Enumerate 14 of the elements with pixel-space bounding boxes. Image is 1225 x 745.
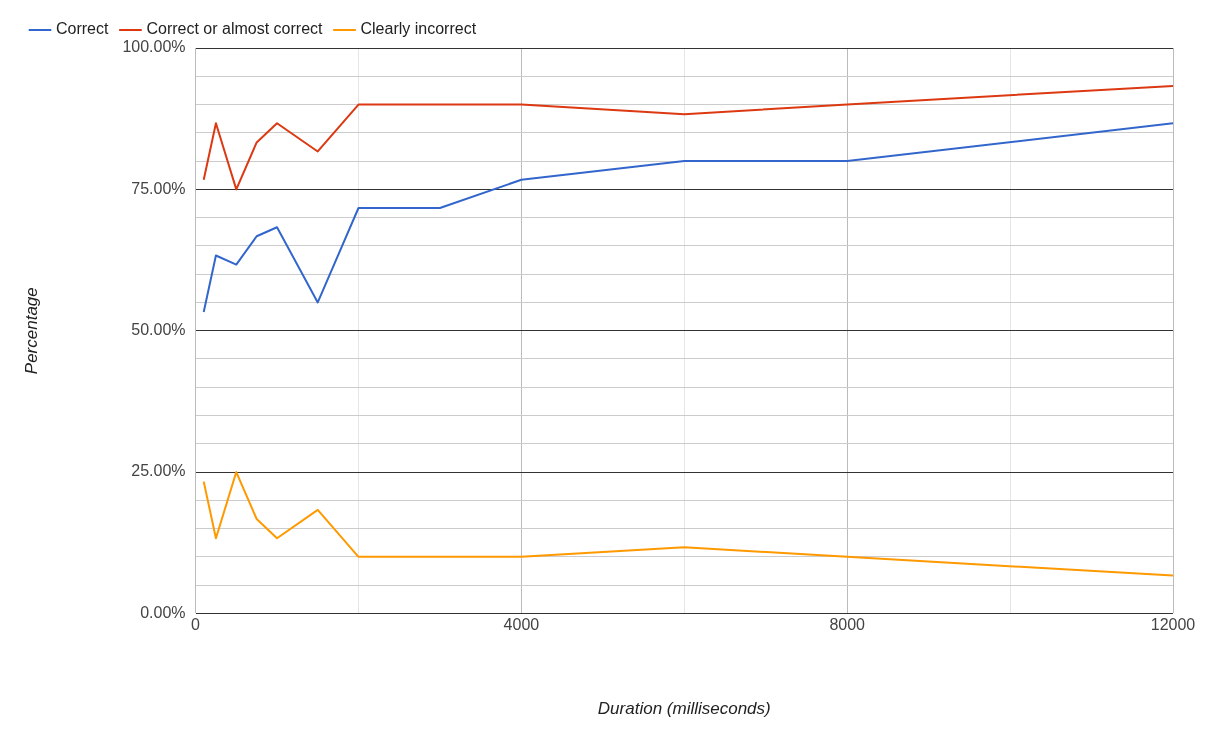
x-tick-label: 4000 <box>503 616 540 634</box>
legend-label: Correct <box>56 20 110 38</box>
y-axis-title: Percentage <box>21 287 41 375</box>
x-axis-title: Duration (milliseconds) <box>597 698 771 718</box>
y-tick-label: 0.00% <box>140 603 186 621</box>
y-tick-label: 100.00% <box>122 38 186 56</box>
x-tick-label: 12000 <box>1150 616 1196 634</box>
x-tick-label: 0 <box>191 616 201 634</box>
x-tick-label: 8000 <box>829 616 866 634</box>
y-tick-label: 75.00% <box>131 179 186 197</box>
legend-label: Correct or almost correct <box>146 20 324 38</box>
y-tick-label: 50.00% <box>131 321 186 339</box>
y-tick-label: 25.00% <box>131 462 186 480</box>
legend-label: Clearly incorrect <box>360 20 477 38</box>
